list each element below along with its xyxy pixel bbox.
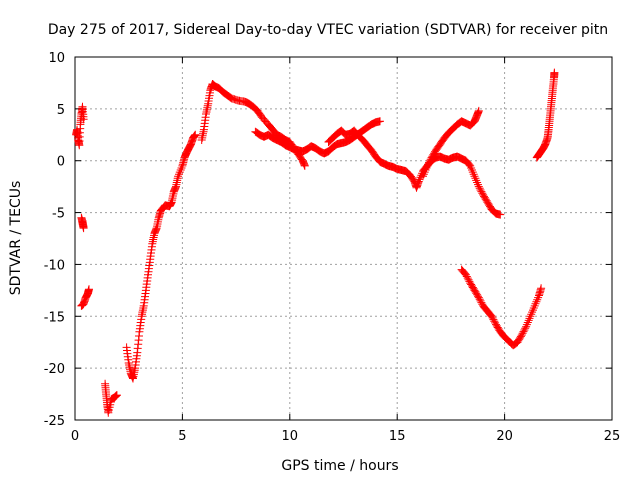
data-point: [533, 295, 542, 304]
x-axis-label: GPS time / hours: [281, 458, 398, 474]
data-point: [191, 130, 200, 139]
data-point: [524, 316, 533, 325]
data-point: [471, 174, 480, 183]
data-point: [468, 168, 477, 177]
data-point: [467, 164, 476, 172]
data-point: [425, 158, 433, 167]
y-tick-label: 0: [57, 155, 65, 170]
data-point: [529, 304, 538, 312]
data-point: [464, 159, 473, 168]
y-tick-label: 10: [48, 51, 65, 66]
data-point: [477, 298, 486, 307]
data-point: [487, 312, 496, 321]
data-point: [466, 161, 475, 170]
data-point: [419, 172, 427, 181]
data-point: [534, 293, 543, 302]
data-point: [477, 187, 486, 196]
data-point: [472, 176, 481, 185]
data-point: [531, 299, 540, 308]
data-point: [414, 177, 423, 186]
data-point: [474, 182, 483, 191]
y-axis-label: SDTVAR / TECUs: [8, 181, 24, 296]
data-point: [463, 274, 472, 283]
data-point: [470, 172, 479, 181]
y-tick-label: -10: [44, 258, 65, 273]
data-point: [496, 210, 505, 219]
data-point: [475, 295, 484, 304]
data-point: [464, 275, 473, 284]
data-point: [423, 161, 432, 170]
data-point: [474, 180, 482, 189]
data-point: [522, 322, 531, 331]
data-point: [476, 186, 485, 194]
data-point: [420, 168, 429, 177]
data-point: [532, 297, 541, 306]
data-point: [469, 170, 478, 179]
chart-title: Day 275 of 2017, Sidereal Day-to-day VTE…: [48, 22, 608, 38]
data-point: [520, 326, 529, 334]
data-point: [489, 315, 498, 324]
data-point: [112, 391, 121, 400]
data-point: [528, 308, 537, 317]
axis-ticks: 0 5 10 15 20 25 -25 -20 -15 -10 -5 0 5 10: [44, 51, 621, 444]
data-point: [517, 331, 526, 339]
x-tick-label: 20: [496, 429, 513, 444]
data-point: [521, 324, 530, 333]
data-point: [376, 117, 384, 126]
data-point: [175, 170, 183, 179]
data-point: [300, 161, 309, 170]
y-tick-label: 5: [57, 103, 65, 118]
y-tick-label: -5: [52, 207, 65, 222]
data-point: [474, 106, 483, 115]
plot-frame: [74, 56, 613, 421]
data-point: [475, 184, 484, 193]
data-point: [537, 284, 546, 293]
data-point: [468, 166, 476, 174]
data-point: [519, 327, 528, 336]
data-point: [474, 293, 483, 302]
data-point: [476, 296, 485, 305]
data-point: [174, 172, 183, 181]
x-tick-label: 15: [389, 429, 406, 444]
data-point: [422, 164, 431, 172]
data-points: [72, 68, 559, 417]
data-point: [78, 216, 87, 225]
data-point: [525, 314, 534, 323]
x-tick-label: 5: [178, 429, 186, 444]
data-point: [550, 68, 559, 77]
data-point: [490, 317, 499, 326]
data-point: [530, 301, 539, 310]
data-point: [424, 160, 433, 169]
data-point: [177, 164, 186, 172]
data-point: [488, 313, 497, 322]
data-point: [462, 272, 471, 281]
data-point: [176, 166, 185, 174]
data-point: [473, 178, 482, 187]
data-point: [79, 115, 88, 124]
y-tick-label: -20: [44, 362, 65, 377]
data-point: [419, 170, 428, 179]
data-point: [526, 312, 535, 321]
x-tick-label: 10: [282, 429, 299, 444]
data-point: [518, 329, 527, 338]
x-tick-label: 0: [71, 429, 79, 444]
data-point: [461, 270, 470, 279]
y-tick-label: -25: [44, 414, 65, 429]
data-point: [85, 285, 93, 294]
y-tick-label: -15: [44, 310, 65, 325]
data-point: [175, 168, 184, 177]
grid-lines: [75, 57, 612, 420]
data-point: [523, 318, 532, 327]
data-point: [522, 320, 531, 329]
x-tick-label: 25: [604, 429, 621, 444]
data-point: [421, 166, 430, 174]
data-point: [527, 310, 536, 319]
data-point: [425, 156, 434, 165]
data-point: [529, 306, 537, 315]
